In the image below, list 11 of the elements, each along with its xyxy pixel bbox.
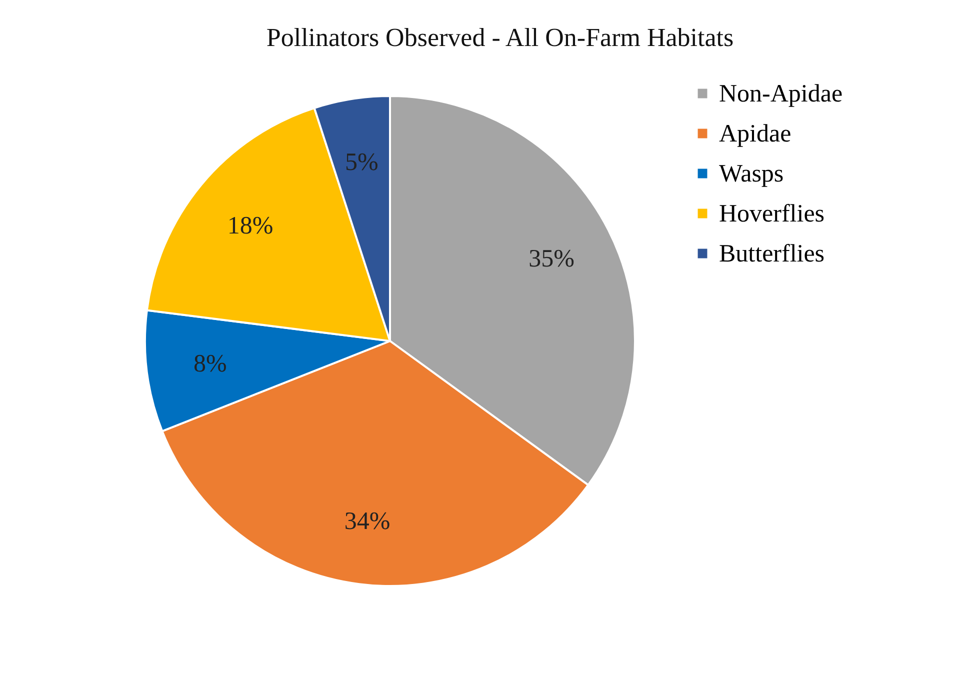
chart-title: Pollinators Observed - All On-Farm Habitats — [266, 23, 734, 52]
legend-label: Butterflies — [719, 240, 825, 268]
data-label: 5% — [344, 148, 378, 176]
legend-label: Hoverflies — [719, 200, 825, 228]
legend-label: Apidae — [719, 120, 792, 148]
legend-label: Wasps — [719, 160, 784, 188]
legend-label: Non-Apidae — [719, 80, 843, 108]
data-label: 18% — [227, 212, 274, 240]
data-label: 34% — [344, 508, 390, 535]
data-label: 8% — [193, 350, 227, 378]
data-label: 35% — [528, 246, 574, 273]
